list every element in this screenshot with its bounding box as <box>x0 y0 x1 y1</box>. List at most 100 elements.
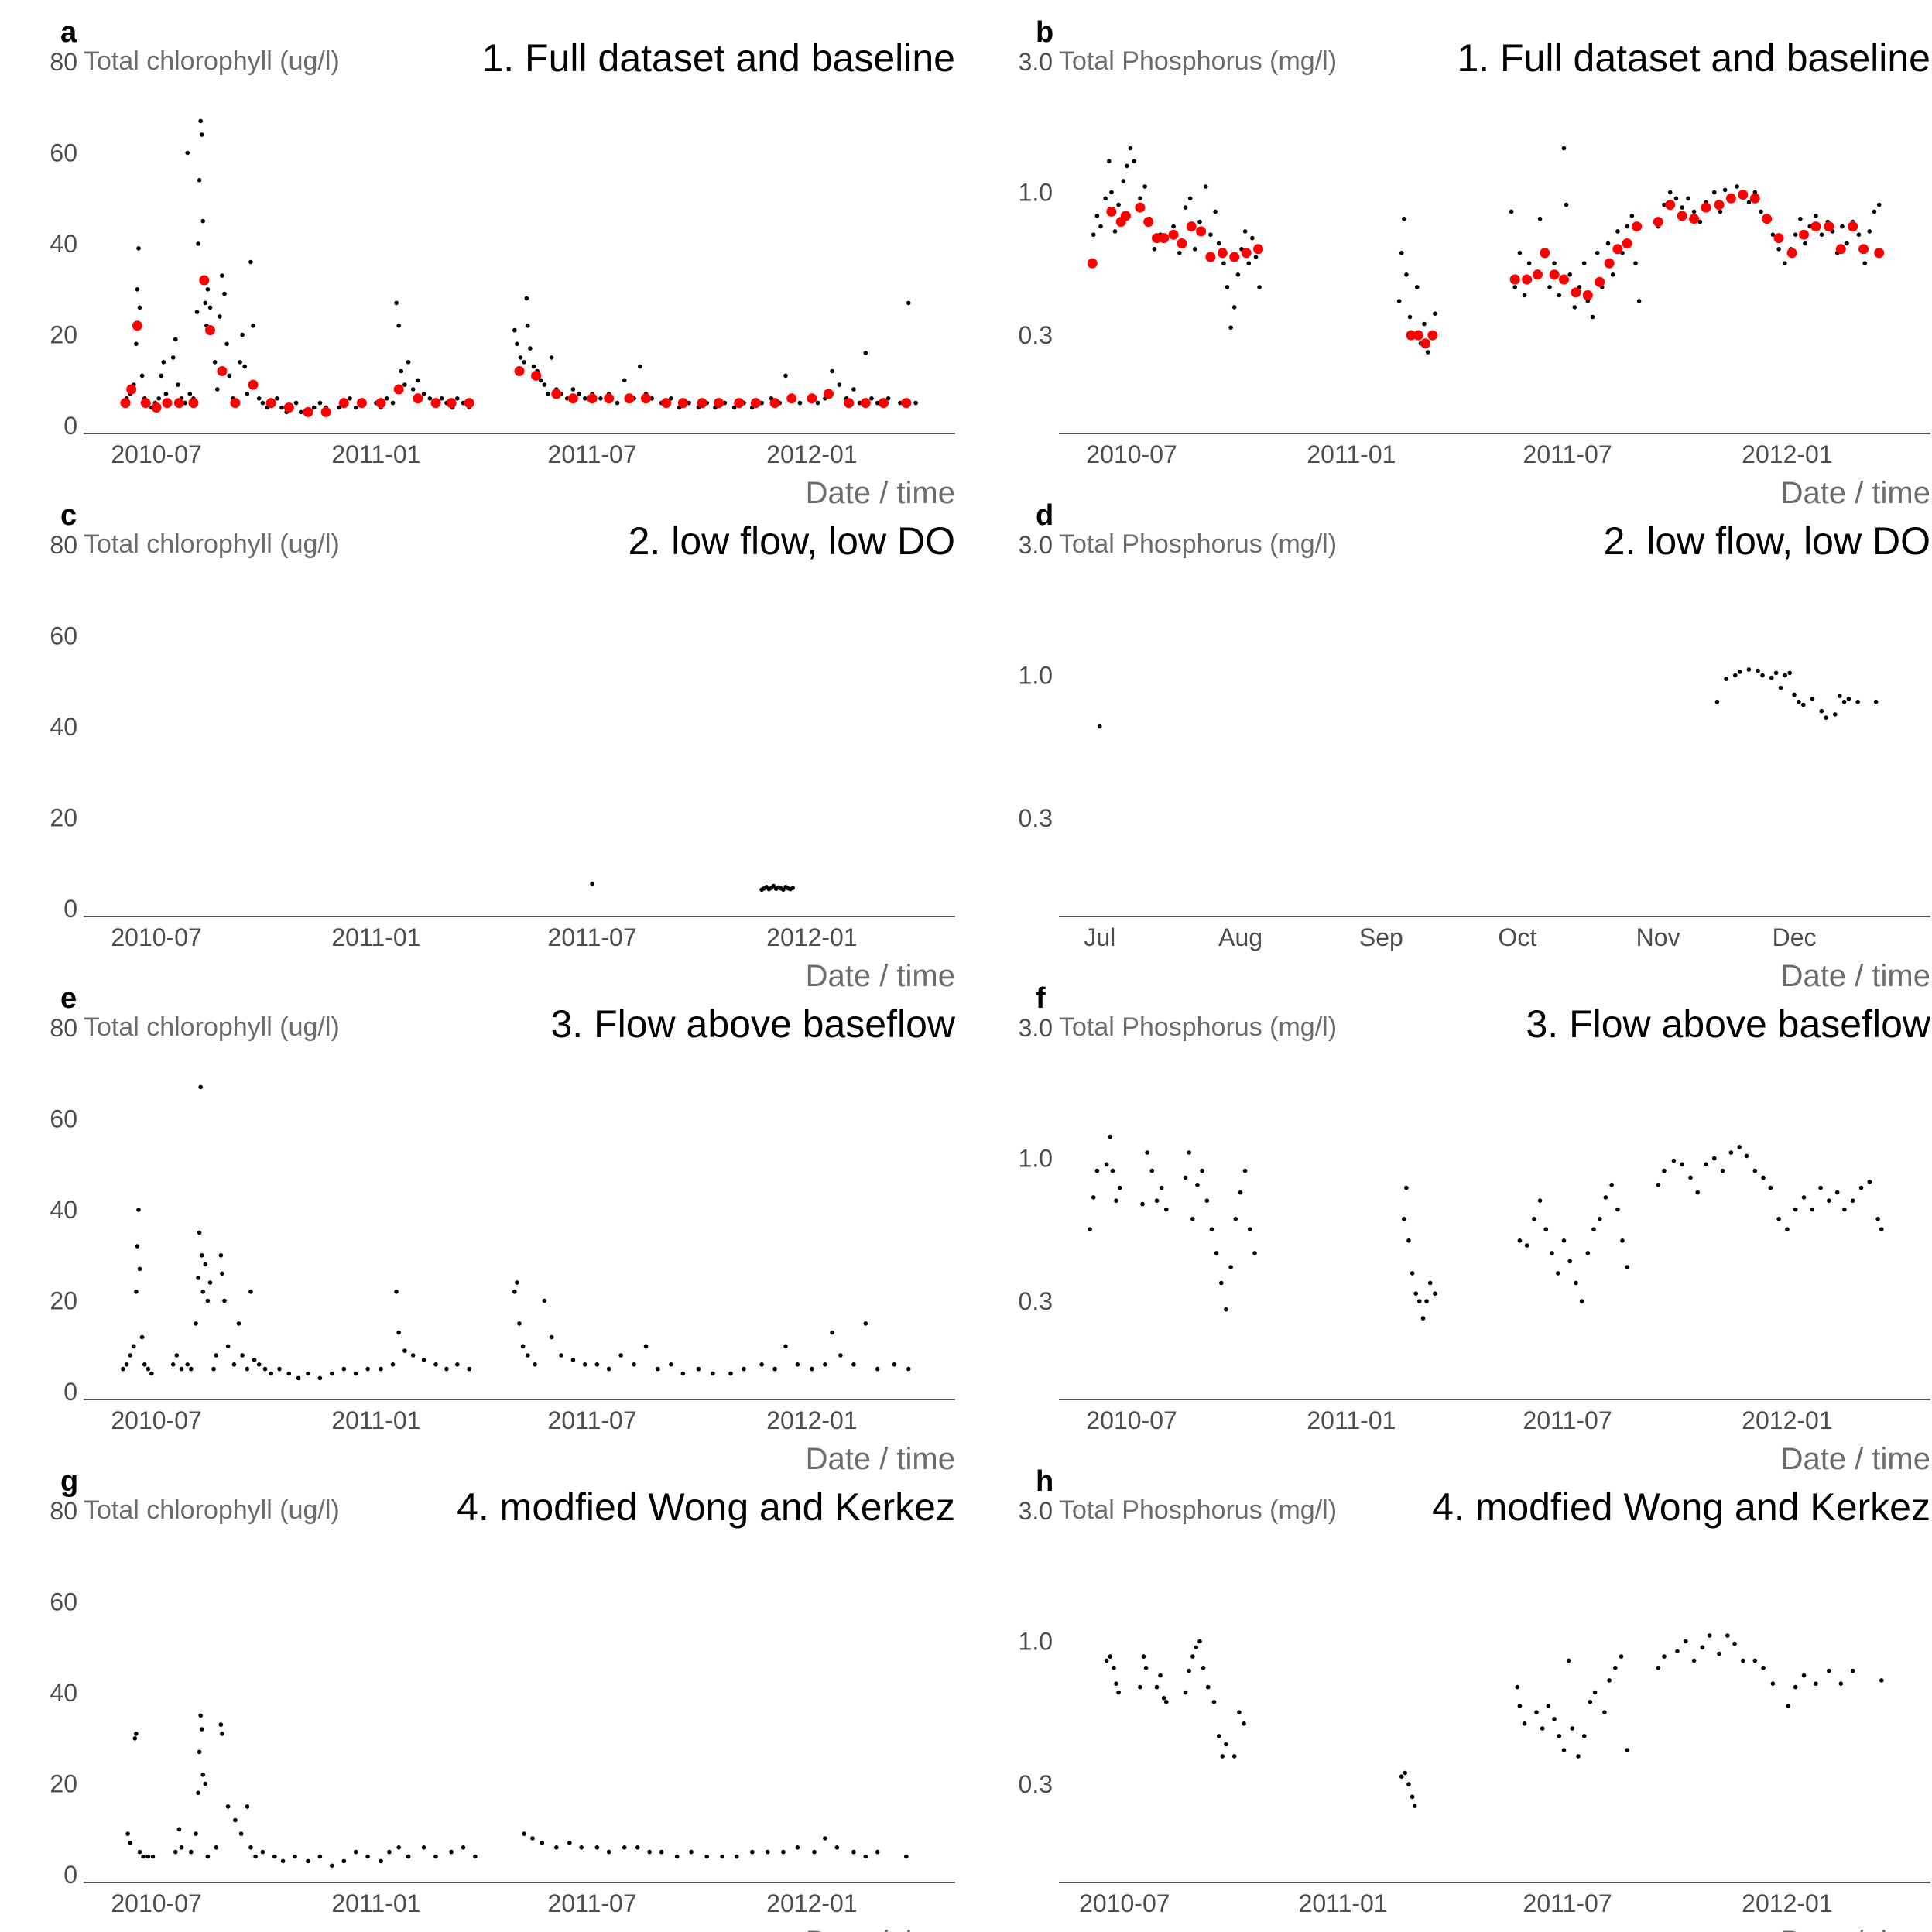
data-point <box>1793 1207 1798 1212</box>
data-point <box>750 1849 755 1855</box>
data-point <box>1552 1717 1557 1721</box>
data-point <box>121 1366 125 1372</box>
data-point <box>1656 1665 1661 1670</box>
data-point <box>421 1358 426 1362</box>
x-tick-label: 2011-01 <box>331 1406 420 1434</box>
data-point <box>132 1344 136 1349</box>
data-point <box>248 1845 253 1850</box>
series-points <box>1088 146 1882 355</box>
baseline-point <box>786 393 797 404</box>
data-point <box>1667 190 1673 195</box>
y-tick-label: 3.0 <box>1019 1014 1053 1042</box>
data-point <box>1132 159 1136 163</box>
data-point <box>1406 1782 1411 1786</box>
data-point <box>1714 699 1720 704</box>
baseline-point <box>1848 221 1858 232</box>
data-point <box>823 1362 827 1367</box>
data-point <box>277 1366 282 1372</box>
data-point <box>830 1330 834 1335</box>
data-point <box>1662 1654 1667 1659</box>
data-point <box>1206 1684 1211 1690</box>
data-point <box>567 1841 572 1845</box>
y-tick-label: 0.3 <box>1019 1287 1053 1315</box>
data-point <box>427 396 433 401</box>
data-point <box>421 392 426 396</box>
data-point <box>1792 692 1797 697</box>
data-point <box>1850 1198 1855 1203</box>
data-point <box>1253 255 1259 259</box>
data-point <box>1242 229 1248 234</box>
data-point <box>1838 1681 1844 1686</box>
data-point <box>1142 184 1147 189</box>
data-point <box>139 373 145 379</box>
data-point <box>194 1321 198 1326</box>
data-point <box>449 1849 454 1855</box>
data-point <box>615 400 620 406</box>
x-tick-label: Sep <box>1359 923 1403 951</box>
data-point <box>731 405 737 410</box>
y-tick-label: 20 <box>50 1287 77 1315</box>
data-point <box>834 1845 840 1850</box>
data-point <box>1570 1726 1575 1731</box>
data-point <box>402 382 407 387</box>
y-tick-label: 60 <box>50 1105 77 1133</box>
data-point <box>402 1348 407 1353</box>
data-point <box>173 337 178 342</box>
y-axis-label: Total chlorophyll (ug/l) <box>84 529 340 559</box>
data-point <box>1216 241 1221 246</box>
y-tick-label: 1.0 <box>1019 178 1053 206</box>
data-point <box>1737 1145 1742 1149</box>
data-point <box>135 287 140 292</box>
data-point <box>406 1854 411 1859</box>
data-point <box>1605 241 1611 246</box>
data-point <box>906 1366 911 1372</box>
baseline-point <box>624 393 635 404</box>
data-point <box>815 400 820 406</box>
baseline-point <box>1120 211 1131 221</box>
data-point <box>1733 673 1738 678</box>
data-point <box>632 1362 636 1367</box>
data-point <box>163 392 169 396</box>
chart-title: 2. low flow, low DO <box>1604 519 1930 563</box>
data-point <box>260 400 265 406</box>
data-point <box>142 1362 147 1367</box>
data-point <box>1121 179 1126 183</box>
x-tick-label: 2010-07 <box>1086 1406 1177 1434</box>
data-point <box>199 132 204 137</box>
x-axis-label: Date / time <box>806 476 955 510</box>
data-point <box>248 259 253 265</box>
data-point <box>570 387 576 392</box>
data-point <box>365 1366 370 1372</box>
data-point <box>838 1353 843 1358</box>
data-point <box>1402 1217 1406 1221</box>
data-point <box>197 1749 202 1755</box>
data-point <box>1581 261 1587 266</box>
data-point <box>286 1371 292 1376</box>
data-point <box>795 1845 800 1850</box>
data-point <box>189 1366 194 1372</box>
data-point <box>252 1358 257 1362</box>
chart-title: 2. low flow, low DO <box>629 519 955 563</box>
data-point <box>1572 305 1577 310</box>
data-point <box>185 150 190 156</box>
data-point <box>1787 670 1792 676</box>
baseline-point <box>879 398 889 409</box>
data-point <box>196 242 200 246</box>
data-point <box>200 218 206 224</box>
baseline-point <box>1406 330 1416 341</box>
baseline-point <box>531 370 542 381</box>
data-point <box>1104 1162 1109 1167</box>
baseline-point <box>1749 193 1760 204</box>
data-point <box>1543 1227 1549 1231</box>
data-point <box>185 1362 190 1367</box>
data-point <box>1656 1182 1661 1187</box>
baseline-point <box>375 398 386 409</box>
data-point <box>207 305 213 310</box>
data-point <box>1588 1700 1593 1704</box>
x-tick-label: 2011-07 <box>548 1889 637 1917</box>
x-tick-label: 2012-01 <box>766 923 857 951</box>
baseline-point <box>677 398 688 409</box>
data-point <box>904 1854 909 1859</box>
series-baseline <box>120 275 912 417</box>
data-point <box>1819 708 1824 714</box>
